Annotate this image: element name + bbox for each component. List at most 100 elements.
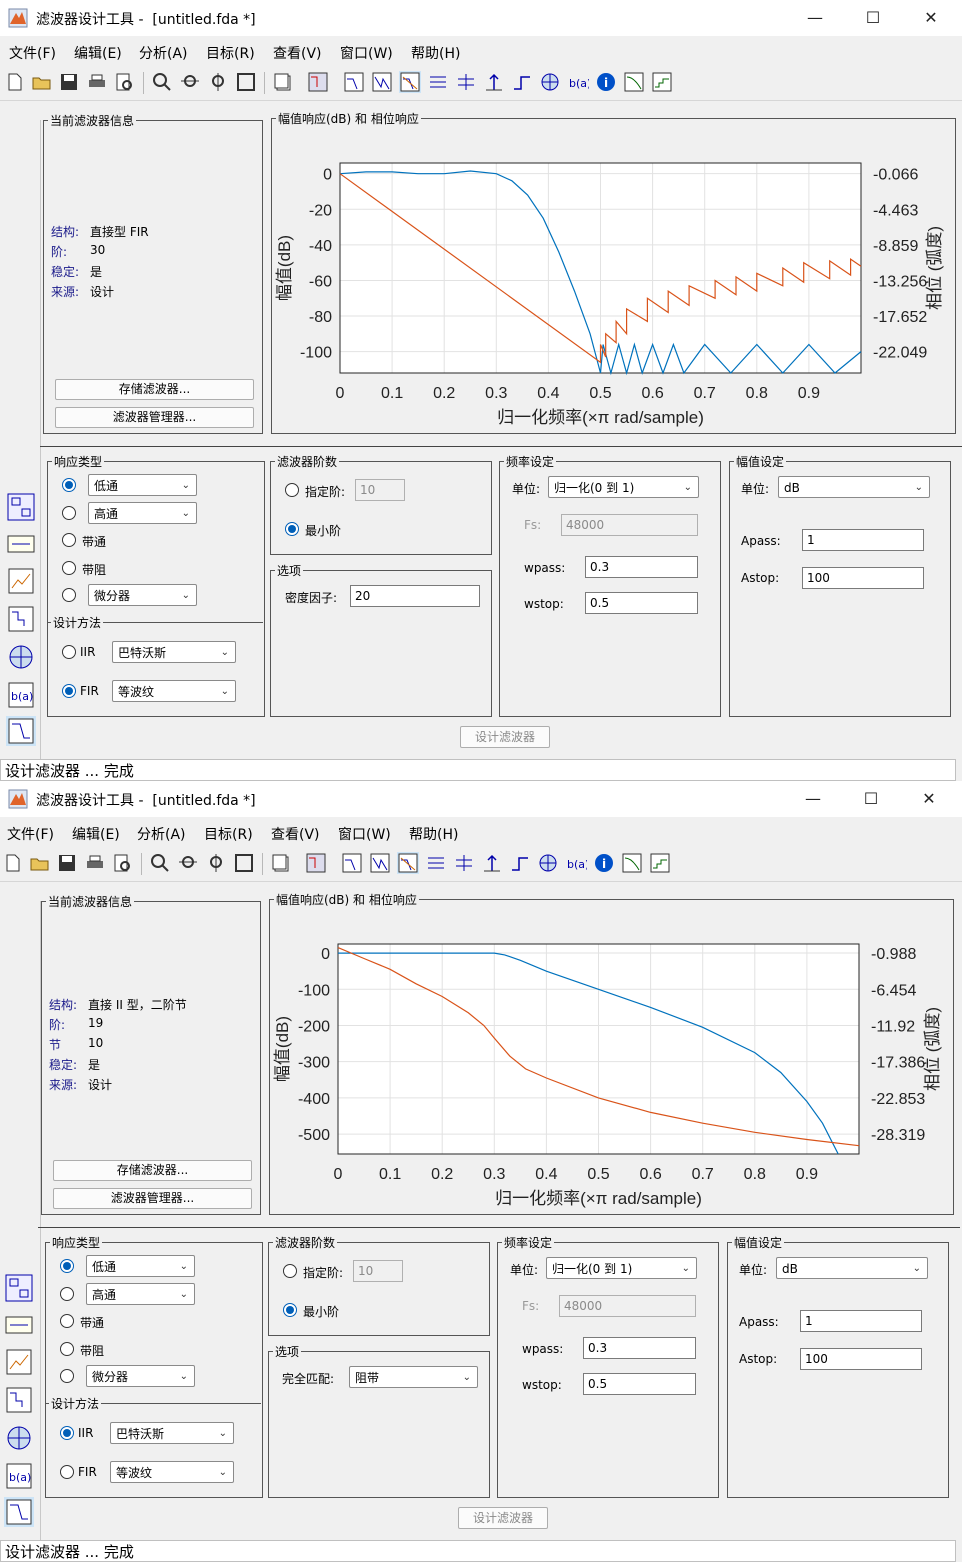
differentiator-radio[interactable] (62, 588, 76, 602)
menu-view[interactable]: 查看(V) (273, 46, 322, 62)
zoom-x-icon[interactable] (177, 852, 199, 874)
design-filter-icon[interactable] (6, 716, 36, 746)
close-button[interactable]: ✕ (924, 8, 938, 27)
phase-response-icon[interactable] (371, 71, 393, 93)
design-filter-icon[interactable] (4, 1497, 34, 1527)
realize-model-icon[interactable] (6, 528, 36, 558)
menu-targets[interactable]: 目标(R) (206, 46, 255, 62)
phase-delay-icon[interactable] (455, 71, 477, 93)
fir-type-select[interactable]: 等波纹 ⌄ (112, 680, 236, 702)
bandpass-radio[interactable] (60, 1314, 74, 1328)
wstop-input[interactable]: 0.5 (585, 592, 698, 614)
new-window-icon[interactable] (272, 71, 294, 93)
fs-input[interactable]: 48000 (561, 514, 698, 536)
bandstop-radio[interactable] (62, 561, 76, 575)
new-file-icon[interactable] (2, 852, 24, 874)
menu-file[interactable]: 文件(F) (7, 827, 54, 843)
menu-file[interactable]: 文件(F) (9, 46, 56, 62)
iir-type-select[interactable]: 巴特沃斯 ⌄ (112, 641, 236, 663)
store-filter-button[interactable]: 存储滤波器... (55, 379, 254, 400)
mag-units-select[interactable]: dB ⌄ (776, 1257, 928, 1279)
new-window-icon[interactable] (270, 852, 292, 874)
menu-window[interactable]: 窗口(W) (340, 46, 393, 62)
full-view-icon[interactable] (235, 71, 257, 93)
filter-manager-button[interactable]: 滤波器管理器... (53, 1188, 252, 1209)
specify-order-input[interactable]: 10 (353, 1260, 403, 1282)
menu-edit[interactable]: 编辑(E) (72, 827, 120, 843)
differentiator-select[interactable]: 微分器 ⌄ (88, 584, 197, 606)
save-icon[interactable] (58, 71, 80, 93)
density-factor-input[interactable]: 20 (350, 585, 480, 607)
mag-units-select[interactable]: dB ⌄ (778, 476, 930, 498)
print-preview-icon[interactable] (111, 852, 133, 874)
pole-zero-editor-icon[interactable] (4, 1423, 34, 1453)
fir-radio[interactable] (62, 684, 76, 698)
iir-type-select[interactable]: 巴特沃斯 ⌄ (110, 1422, 234, 1444)
lowpass-radio[interactable] (60, 1259, 74, 1273)
magnitude-estimate-icon[interactable] (621, 852, 643, 874)
print-icon[interactable] (86, 71, 108, 93)
magnitude-response-icon[interactable] (341, 852, 363, 874)
mag-phase-response-icon[interactable] (399, 71, 421, 93)
step-response-icon[interactable] (511, 71, 533, 93)
transform-filter-icon[interactable] (4, 1273, 34, 1303)
info-icon[interactable]: i (595, 71, 617, 93)
match-exactly-select[interactable]: 阻带 ⌄ (349, 1366, 478, 1388)
minimum-order-radio[interactable] (285, 522, 299, 536)
fs-input[interactable]: 48000 (559, 1295, 696, 1317)
zoom-in-icon[interactable] (149, 852, 171, 874)
fir-radio[interactable] (60, 1465, 74, 1479)
pole-zero-icon[interactable] (537, 852, 559, 874)
design-filter-button[interactable]: 设计滤波器 (458, 1507, 548, 1529)
close-button[interactable]: ✕ (922, 789, 936, 808)
highpass-select[interactable]: 高通 ⌄ (86, 1283, 195, 1305)
group-delay-icon[interactable] (427, 71, 449, 93)
maximize-button[interactable]: ☐ (865, 8, 881, 27)
pole-zero-editor-icon[interactable] (6, 642, 36, 672)
open-folder-icon[interactable] (29, 852, 51, 874)
apass-input[interactable]: 1 (800, 1310, 922, 1332)
wstop-input[interactable]: 0.5 (583, 1373, 696, 1395)
magnitude-estimate-icon[interactable] (623, 71, 645, 93)
astop-input[interactable]: 100 (802, 567, 924, 589)
apass-input[interactable]: 1 (802, 529, 924, 551)
magnitude-response-icon[interactable] (343, 71, 365, 93)
fir-type-select[interactable]: 等波纹 ⌄ (110, 1461, 234, 1483)
step-response-icon[interactable] (509, 852, 531, 874)
bandstop-radio[interactable] (60, 1342, 74, 1356)
coefficient-editor-icon[interactable]: b(a) (4, 1461, 34, 1491)
coefficients-icon[interactable]: b(a) (565, 852, 587, 874)
import-filter-icon[interactable] (6, 566, 36, 596)
menu-help[interactable]: 帮助(H) (411, 46, 461, 62)
store-filter-button[interactable]: 存储滤波器... (53, 1160, 252, 1181)
coefficients-icon[interactable]: b(a) (567, 71, 589, 93)
minimize-button[interactable]: — (805, 789, 821, 808)
specify-order-input[interactable]: 10 (355, 479, 405, 501)
zoom-y-icon[interactable] (207, 71, 229, 93)
impulse-response-icon[interactable] (483, 71, 505, 93)
group-delay-icon[interactable] (425, 852, 447, 874)
zoom-x-icon[interactable] (179, 71, 201, 93)
coefficient-editor-icon[interactable]: b(a) (6, 680, 36, 710)
import-filter-icon[interactable] (4, 1347, 34, 1377)
filter-manager-icon[interactable] (307, 71, 329, 93)
full-view-icon[interactable] (233, 852, 255, 874)
differentiator-select[interactable]: 微分器 ⌄ (86, 1365, 195, 1387)
highpass-radio[interactable] (62, 506, 76, 520)
zoom-in-icon[interactable] (151, 71, 173, 93)
wpass-input[interactable]: 0.3 (585, 556, 698, 578)
print-icon[interactable] (84, 852, 106, 874)
round-off-noise-icon[interactable] (651, 71, 673, 93)
bandpass-radio[interactable] (62, 533, 76, 547)
menu-window[interactable]: 窗口(W) (338, 827, 391, 843)
save-icon[interactable] (56, 852, 78, 874)
specify-order-radio[interactable] (285, 483, 299, 497)
mag-phase-response-icon[interactable] (397, 852, 419, 874)
differentiator-radio[interactable] (60, 1369, 74, 1383)
pole-zero-icon[interactable] (539, 71, 561, 93)
freq-units-select[interactable]: 归一化(0 到 1) ⌄ (546, 1257, 697, 1279)
open-folder-icon[interactable] (31, 71, 53, 93)
specify-order-radio[interactable] (283, 1264, 297, 1278)
lowpass-radio[interactable] (62, 478, 76, 492)
highpass-radio[interactable] (60, 1287, 74, 1301)
